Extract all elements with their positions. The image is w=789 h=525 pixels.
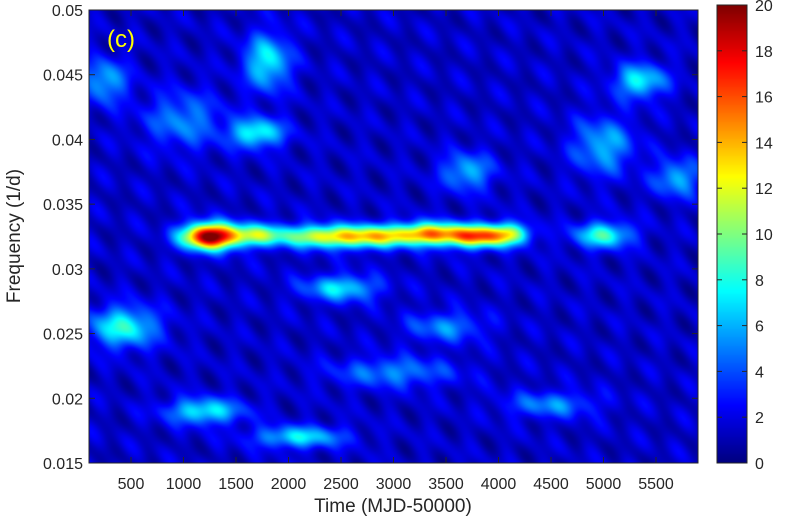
panel-label: (c) bbox=[107, 26, 135, 53]
colorbar-tick-label: 14 bbox=[755, 135, 773, 152]
colorbar-tick-label: 12 bbox=[755, 181, 773, 198]
y-tick-label: 0.015 bbox=[43, 456, 83, 473]
y-tick-label: 0.02 bbox=[52, 391, 83, 408]
colorbar-ticks: 0 2 4 6 8 10 12 14 16 18 20 bbox=[717, 0, 773, 473]
y-tick-label: 0.035 bbox=[43, 197, 83, 214]
x-tick-label: 1000 bbox=[166, 476, 202, 493]
x-tick-label: 2500 bbox=[323, 476, 359, 493]
colorbar-tick-label: 8 bbox=[755, 273, 764, 290]
y-tick-label: 0.04 bbox=[52, 132, 83, 149]
x-tick-label: 4500 bbox=[533, 476, 569, 493]
y-axis-ticks: 0.015 0.02 0.025 0.03 0.035 0.04 0.045 0.05 bbox=[43, 3, 698, 473]
colorbar-tick-label: 20 bbox=[755, 0, 773, 15]
x-tick-label: 3500 bbox=[428, 476, 464, 493]
heatmap-canvas bbox=[89, 10, 698, 463]
colorbar-tick-label: 10 bbox=[755, 227, 773, 244]
x-axis-label: Time (MJD-50000) bbox=[314, 496, 472, 517]
x-axis-ticks: 500 1000 1500 2000 2500 3000 3500 4000 4500 5000 5… bbox=[118, 10, 674, 493]
y-tick-label: 0.025 bbox=[43, 327, 83, 344]
x-tick-label: 4000 bbox=[481, 476, 517, 493]
colorbar-tick-label: 2 bbox=[755, 410, 764, 427]
colorbar-tick-label: 4 bbox=[755, 364, 764, 381]
y-tick-label: 0.05 bbox=[52, 3, 83, 20]
x-tick-label: 5000 bbox=[586, 476, 622, 493]
x-tick-label: 2000 bbox=[271, 476, 307, 493]
colorbar-tick-label: 0 bbox=[755, 456, 764, 473]
x-tick-label: 500 bbox=[118, 476, 145, 493]
y-tick-label: 0.03 bbox=[52, 262, 83, 279]
x-tick-label: 5500 bbox=[638, 476, 674, 493]
x-tick-label: 1500 bbox=[218, 476, 254, 493]
y-axis-label: Frequency (1/d) bbox=[4, 169, 25, 303]
colorbar-tick-label: 16 bbox=[755, 90, 773, 107]
colorbar-tick-label: 18 bbox=[755, 44, 773, 61]
colorbar-tick-label: 6 bbox=[755, 319, 764, 336]
y-tick-label: 0.045 bbox=[43, 68, 83, 85]
x-tick-label: 3000 bbox=[376, 476, 412, 493]
